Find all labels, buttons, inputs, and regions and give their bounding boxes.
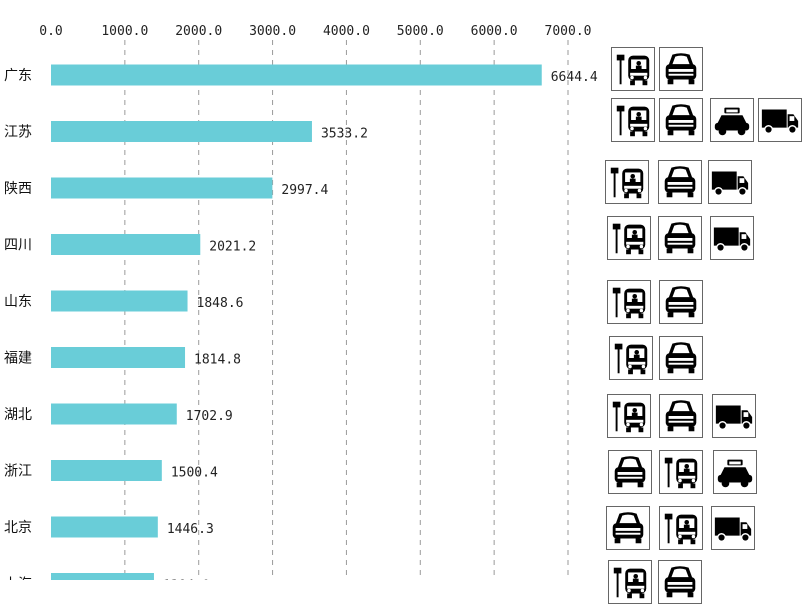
truck-icon bbox=[710, 216, 754, 260]
car-icon bbox=[608, 450, 652, 494]
category-label: 上海 bbox=[4, 577, 32, 581]
bus-icon bbox=[605, 160, 649, 204]
bar bbox=[51, 403, 177, 425]
truck-icon bbox=[758, 98, 802, 142]
bar bbox=[51, 460, 162, 481]
bar-chart: 0.0 1000.0 2000.0 3000.0 4000.0 5000.0 6000.0 7… bbox=[4, 24, 598, 580]
x-tick-label: 7000.0 bbox=[545, 24, 592, 39]
truck-icon bbox=[712, 394, 756, 438]
car-icon bbox=[606, 506, 650, 550]
car-icon bbox=[659, 280, 703, 324]
x-tick-label: 6000.0 bbox=[471, 24, 518, 39]
data-label: 1702.9 bbox=[186, 409, 233, 424]
truck-icon bbox=[708, 160, 752, 204]
bus-icon bbox=[659, 506, 703, 550]
data-label: 1848.6 bbox=[197, 296, 244, 311]
bus-icon bbox=[659, 450, 703, 494]
category-label: 广东 bbox=[4, 68, 32, 84]
bus-icon bbox=[607, 216, 651, 260]
bars bbox=[51, 64, 542, 580]
data-label: 1500.4 bbox=[171, 466, 218, 481]
data-label: 1394.0 bbox=[163, 579, 210, 581]
x-tick-label: 2000.0 bbox=[175, 24, 222, 39]
taxi-icon bbox=[710, 98, 754, 142]
bar bbox=[51, 234, 201, 255]
data-label: 2997.4 bbox=[281, 183, 328, 198]
bus-icon bbox=[609, 336, 653, 380]
labels: 广东 6644.4 江苏 3533.2 陕西 2997.4 四川 2021.2 山东 1848.6… bbox=[4, 68, 598, 580]
car-icon bbox=[659, 336, 703, 380]
car-icon bbox=[659, 394, 703, 438]
category-label: 山东 bbox=[4, 294, 32, 310]
bus-icon bbox=[611, 98, 655, 142]
bar bbox=[51, 290, 188, 312]
category-label: 江苏 bbox=[4, 125, 32, 141]
bus-icon bbox=[607, 394, 651, 438]
bar bbox=[51, 516, 158, 538]
category-label: 四川 bbox=[4, 238, 32, 254]
x-tick-label: 0.0 bbox=[39, 24, 62, 39]
bus-icon bbox=[607, 280, 651, 324]
car-icon bbox=[659, 47, 703, 91]
bar bbox=[51, 64, 542, 86]
truck-icon bbox=[711, 506, 755, 550]
data-label: 1446.3 bbox=[167, 522, 214, 537]
bar bbox=[51, 347, 186, 368]
bar bbox=[51, 573, 154, 580]
category-label: 陕西 bbox=[4, 181, 32, 197]
car-icon bbox=[658, 216, 702, 260]
bus-icon bbox=[608, 560, 652, 604]
x-tick-label: 4000.0 bbox=[323, 24, 370, 39]
bar bbox=[51, 121, 312, 142]
x-tick-label: 3000.0 bbox=[249, 24, 296, 39]
category-label: 福建 bbox=[4, 351, 32, 367]
x-tick-label: 5000.0 bbox=[397, 24, 444, 39]
car-icon bbox=[659, 98, 703, 142]
bar bbox=[51, 177, 273, 199]
category-label: 浙江 bbox=[4, 464, 32, 480]
data-label: 2021.2 bbox=[209, 240, 256, 255]
category-label: 北京 bbox=[4, 520, 32, 536]
x-tick-label: 1000.0 bbox=[101, 24, 148, 39]
car-icon bbox=[658, 160, 702, 204]
x-axis-ticks: 0.0 1000.0 2000.0 3000.0 4000.0 5000.0 6000.0 7… bbox=[39, 24, 591, 39]
car-icon bbox=[658, 560, 702, 604]
category-label: 湖北 bbox=[4, 407, 32, 423]
taxi-icon bbox=[713, 450, 757, 494]
bus-icon bbox=[611, 47, 655, 91]
data-label: 3533.2 bbox=[321, 127, 368, 142]
data-label: 6644.4 bbox=[551, 70, 598, 85]
data-label: 1814.8 bbox=[194, 353, 241, 368]
